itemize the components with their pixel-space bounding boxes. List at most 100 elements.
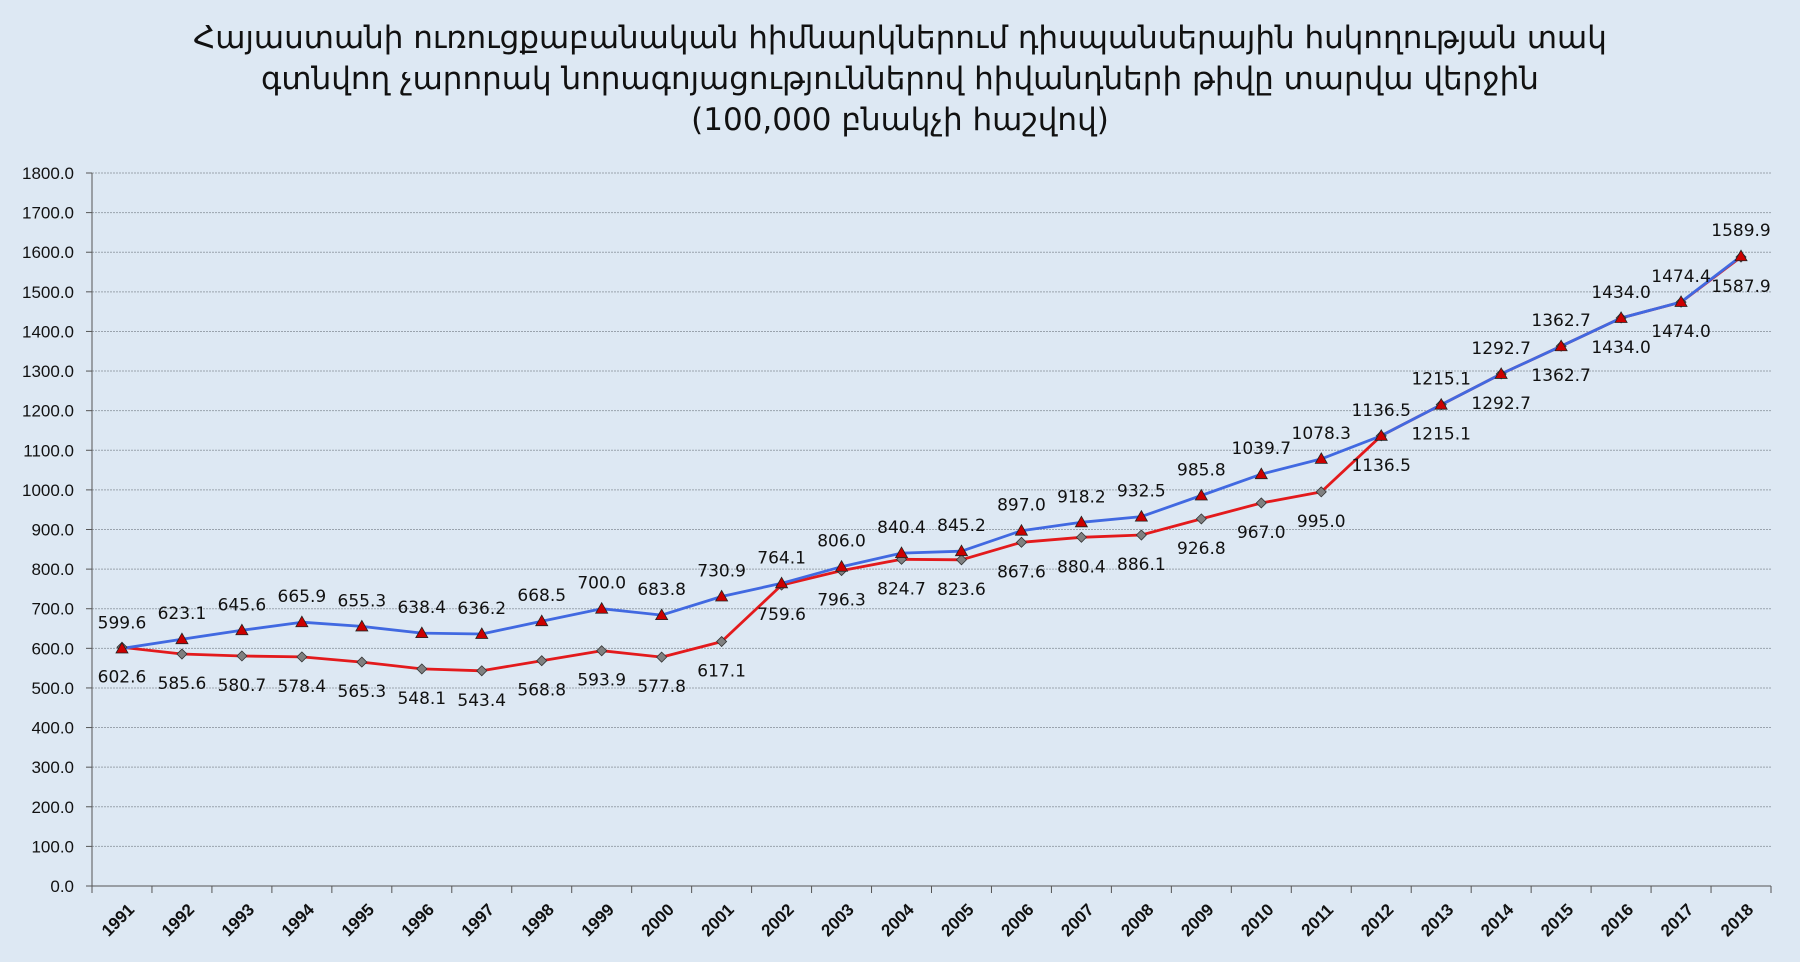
y-tick-label: 1300.0 <box>22 362 74 381</box>
data-label-blue: 1136.5 <box>1351 401 1410 421</box>
diamond-marker <box>356 656 368 668</box>
triangle-marker <box>654 608 669 621</box>
y-tick-label: 1400.0 <box>22 322 74 341</box>
data-label-red: 759.6 <box>757 605 806 625</box>
y-tick-label: 900.0 <box>31 521 74 540</box>
triangle-marker <box>1494 367 1508 379</box>
triangle-marker <box>595 601 609 614</box>
data-label-blue: 1474.4 <box>1651 267 1710 287</box>
x-tick-label: 1993 <box>218 900 258 940</box>
x-tick-label: 1997 <box>458 900 498 940</box>
diamond-marker <box>596 645 608 657</box>
data-label-blue: 1292.7 <box>1471 339 1530 359</box>
data-label-red: 578.4 <box>278 677 327 697</box>
y-tick-label: 1000.0 <box>22 481 74 500</box>
data-label-red: 548.1 <box>397 689 446 709</box>
data-label-blue: 1078.3 <box>1292 424 1351 444</box>
x-tick-label: 2007 <box>1057 900 1097 940</box>
data-label-blue: 668.5 <box>517 586 566 606</box>
triangle-marker <box>175 632 189 645</box>
data-label-red: 593.9 <box>577 671 626 691</box>
triangle-marker <box>235 623 249 636</box>
y-tick-label: 1100.0 <box>23 441 74 460</box>
diamond-marker <box>176 648 188 660</box>
triangle-marker <box>1314 452 1328 464</box>
diamond-marker <box>1015 536 1028 548</box>
x-tick-label: 2018 <box>1717 900 1757 940</box>
data-label-blue: 918.2 <box>1057 487 1106 507</box>
data-label-red: 867.6 <box>997 562 1046 582</box>
data-label-blue: 700.0 <box>577 574 626 594</box>
y-tick-label: 400.0 <box>31 719 74 738</box>
data-label-red: 1434.0 <box>1591 338 1650 358</box>
x-tick-label: 2002 <box>758 900 798 940</box>
data-label-red: 886.1 <box>1117 555 1166 575</box>
data-label-blue: 665.9 <box>278 587 327 607</box>
triangle-marker <box>1134 509 1149 522</box>
diamond-marker <box>536 655 548 667</box>
y-tick-label: 100.0 <box>31 837 74 856</box>
y-tick-label: 1600.0 <box>22 243 74 262</box>
data-label-blue: 636.2 <box>457 599 506 619</box>
diamond-marker <box>296 651 308 663</box>
x-tick-label: 1999 <box>578 900 618 940</box>
x-tick-label: 2000 <box>638 900 678 940</box>
data-label-blue: 1215.1 <box>1411 370 1470 390</box>
data-label-red: 565.3 <box>338 682 387 702</box>
diamond-marker <box>236 650 248 662</box>
x-tick-label: 2010 <box>1237 900 1277 940</box>
triangle-marker <box>1014 523 1029 536</box>
data-label-blue: 599.6 <box>98 613 147 633</box>
data-label-blue: 840.4 <box>877 518 926 538</box>
data-label-blue: 655.3 <box>338 591 387 611</box>
data-label-blue: 932.5 <box>1117 482 1166 502</box>
chart-title-line-2: գտնվող չարորակ նորագոյացություններով հիվ… <box>261 61 1539 97</box>
data-label-red: 1136.5 <box>1351 456 1410 476</box>
data-label-blue: 638.4 <box>397 598 446 618</box>
triangle-marker <box>714 589 729 602</box>
diamond-marker <box>1195 513 1207 525</box>
x-tick-label: 2004 <box>878 900 919 941</box>
triangle-marker <box>1614 311 1628 323</box>
diamond-marker <box>716 635 728 648</box>
x-tick-label: 2006 <box>997 900 1037 940</box>
diamond-marker <box>955 554 968 566</box>
data-label-blue: 1039.7 <box>1232 439 1291 459</box>
y-tick-label: 800.0 <box>31 560 74 579</box>
triangle-marker <box>954 544 969 557</box>
diamond-marker <box>416 663 428 675</box>
data-label-red: 824.7 <box>877 579 926 599</box>
x-tick-label: 2017 <box>1657 900 1697 940</box>
x-tick-label: 2016 <box>1597 900 1637 940</box>
data-label-red: 967.0 <box>1237 523 1286 543</box>
triangle-marker <box>1254 467 1268 480</box>
x-tick-label: 1996 <box>398 900 438 940</box>
data-label-red: 1474.0 <box>1651 322 1710 342</box>
data-label-red: 880.4 <box>1057 557 1106 577</box>
data-label-red: 823.6 <box>937 580 986 600</box>
data-label-red: 1587.9 <box>1711 277 1770 297</box>
x-tick-label: 1998 <box>518 900 558 940</box>
y-tick-label: 1700.0 <box>22 204 74 223</box>
x-tick-label: 2011 <box>1298 900 1338 940</box>
data-label-blue: 845.2 <box>937 516 986 536</box>
triangle-marker <box>1734 249 1748 262</box>
data-label-red: 995.0 <box>1297 512 1346 532</box>
triangle-marker <box>415 626 429 639</box>
x-tick-label: 1995 <box>338 900 378 940</box>
x-tick-label: 2008 <box>1117 900 1157 940</box>
x-tick-label: 2009 <box>1177 900 1217 940</box>
triangle-marker <box>535 614 549 627</box>
triangle-marker <box>774 576 789 589</box>
chart-title-line-3: (100,000 բնակչի հաշվով) <box>691 102 1109 138</box>
y-tick-label: 0.0 <box>50 877 74 896</box>
x-tick-label: 1994 <box>278 900 319 941</box>
data-label-blue: 985.8 <box>1177 461 1226 481</box>
x-tick-label: 1991 <box>98 900 138 940</box>
y-tick-label: 300.0 <box>31 758 74 777</box>
triangle-marker <box>1194 488 1209 501</box>
triangle-marker <box>834 559 849 572</box>
data-label-blue: 806.0 <box>817 532 866 552</box>
data-label-red: 1292.7 <box>1471 394 1530 414</box>
y-tick-label: 200.0 <box>31 798 74 817</box>
